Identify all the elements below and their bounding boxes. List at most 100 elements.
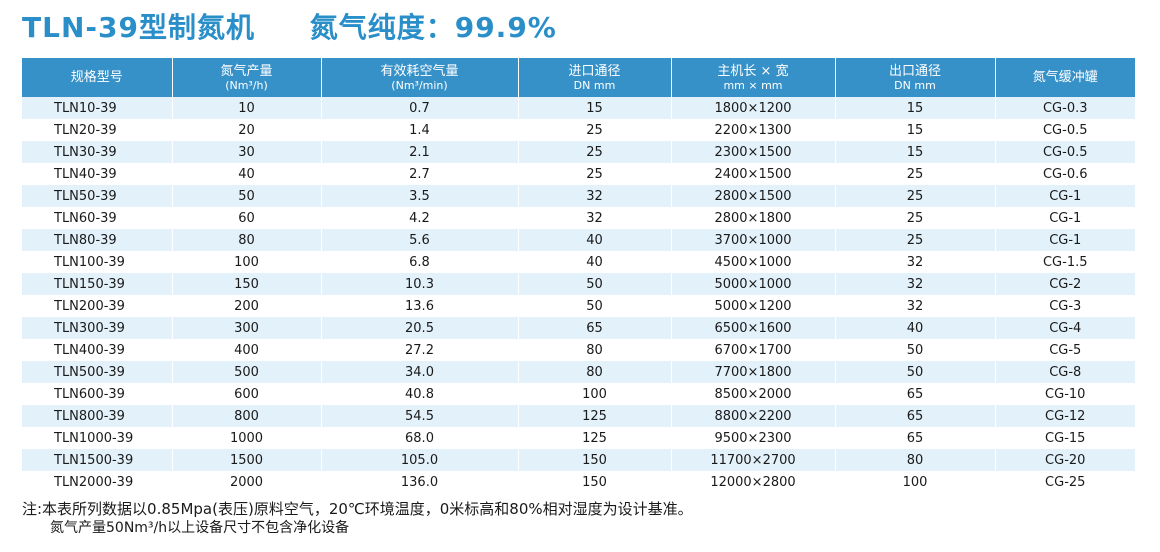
cell-outlet-diameter: 80 bbox=[834, 449, 995, 471]
cell-buffer-tank: CG-10 bbox=[994, 383, 1135, 405]
header-unit: (Nm³/h) bbox=[225, 78, 268, 92]
cell-air-consumption: 6.8 bbox=[320, 251, 518, 273]
cell-host-size: 2800×1800 bbox=[670, 207, 835, 229]
cell-model: TLN80-39 bbox=[22, 229, 172, 251]
purity-title: 氮气纯度：99.9% bbox=[309, 11, 557, 44]
cell-outlet-diameter: 15 bbox=[834, 97, 995, 119]
cell-buffer-tank: CG-1 bbox=[994, 207, 1135, 229]
cell-nitrogen-output: 10 bbox=[171, 97, 321, 119]
cell-host-size: 6700×1700 bbox=[670, 339, 835, 361]
spec-table-header: 规格型号 氮气产量 (Nm³/h) 有效耗空气量 (Nm³/min) 进口通径 DN mm 主… bbox=[22, 58, 1135, 97]
cell-model: TLN500-39 bbox=[22, 361, 172, 383]
cell-buffer-tank: CG-8 bbox=[994, 361, 1135, 383]
cell-nitrogen-output: 800 bbox=[171, 405, 321, 427]
cell-buffer-tank: CG-0.6 bbox=[994, 163, 1135, 185]
cell-air-consumption: 68.0 bbox=[320, 427, 518, 449]
cell-buffer-tank: CG-20 bbox=[994, 449, 1135, 471]
cell-model: TLN300-39 bbox=[22, 317, 172, 339]
cell-air-consumption: 27.2 bbox=[320, 339, 518, 361]
cell-inlet-diameter: 80 bbox=[517, 339, 671, 361]
cell-inlet-diameter: 25 bbox=[517, 141, 671, 163]
cell-host-size: 5000×1200 bbox=[670, 295, 835, 317]
cell-host-size: 2800×1500 bbox=[670, 185, 835, 207]
cell-host-size: 5000×1000 bbox=[670, 273, 835, 295]
cell-nitrogen-output: 150 bbox=[171, 273, 321, 295]
cell-buffer-tank: CG-0.3 bbox=[994, 97, 1135, 119]
header-label: 进口通径 bbox=[568, 63, 621, 79]
header-label: 主机长 × 宽 bbox=[717, 63, 789, 79]
cell-buffer-tank: CG-15 bbox=[994, 427, 1135, 449]
cell-host-size: 12000×2800 bbox=[670, 471, 835, 493]
header-label: 规格型号 bbox=[70, 70, 123, 85]
cell-host-size: 6500×1600 bbox=[670, 317, 835, 339]
cell-inlet-diameter: 80 bbox=[517, 361, 671, 383]
cell-air-consumption: 2.7 bbox=[320, 163, 518, 185]
note-line-1: 注:本表所列数据以0.85Mpa(表压)原料空气，20℃环境温度，0米标高和80… bbox=[22, 500, 693, 518]
model-title: TLN-39型制氮机 bbox=[22, 11, 255, 44]
cell-model: TLN100-39 bbox=[22, 251, 172, 273]
cell-model: TLN40-39 bbox=[22, 163, 172, 185]
cell-nitrogen-output: 100 bbox=[171, 251, 321, 273]
cell-outlet-diameter: 25 bbox=[834, 163, 995, 185]
cell-outlet-diameter: 50 bbox=[834, 361, 995, 383]
cell-host-size: 2300×1500 bbox=[670, 141, 835, 163]
cell-model: TLN600-39 bbox=[22, 383, 172, 405]
cell-nitrogen-output: 20 bbox=[171, 119, 321, 141]
cell-outlet-diameter: 65 bbox=[834, 383, 995, 405]
cell-host-size: 7700×1800 bbox=[670, 361, 835, 383]
cell-model: TLN50-39 bbox=[22, 185, 172, 207]
cell-nitrogen-output: 50 bbox=[171, 185, 321, 207]
cell-outlet-diameter: 65 bbox=[834, 405, 995, 427]
cell-inlet-diameter: 32 bbox=[517, 185, 671, 207]
cell-model: TLN10-39 bbox=[22, 97, 172, 119]
cell-host-size: 8500×2000 bbox=[670, 383, 835, 405]
table-row: TLN200-39 200 13.6 50 5000×1200 32 CG-3 bbox=[22, 295, 1135, 317]
cell-host-size: 8800×2200 bbox=[670, 405, 835, 427]
cell-nitrogen-output: 2000 bbox=[171, 471, 321, 493]
cell-inlet-diameter: 15 bbox=[517, 97, 671, 119]
table-row: TLN80-39 80 5.6 40 3700×1000 25 CG-1 bbox=[22, 229, 1135, 251]
cell-outlet-diameter: 32 bbox=[834, 273, 995, 295]
table-row: TLN800-39 800 54.5 125 8800×2200 65 CG-12 bbox=[22, 405, 1135, 427]
cell-air-consumption: 5.6 bbox=[320, 229, 518, 251]
cell-nitrogen-output: 500 bbox=[171, 361, 321, 383]
cell-outlet-diameter: 25 bbox=[834, 207, 995, 229]
table-row: TLN30-39 30 2.1 25 2300×1500 15 CG-0.5 bbox=[22, 141, 1135, 163]
cell-air-consumption: 54.5 bbox=[320, 405, 518, 427]
cell-inlet-diameter: 50 bbox=[517, 295, 671, 317]
cell-air-consumption: 136.0 bbox=[320, 471, 518, 493]
table-row: TLN40-39 40 2.7 25 2400×1500 25 CG-0.6 bbox=[22, 163, 1135, 185]
header-label: 出口通径 bbox=[888, 63, 941, 79]
cell-inlet-diameter: 32 bbox=[517, 207, 671, 229]
header-unit: DN mm bbox=[573, 78, 616, 92]
cell-buffer-tank: CG-0.5 bbox=[994, 141, 1135, 163]
table-row: TLN600-39 600 40.8 100 8500×2000 65 CG-10 bbox=[22, 383, 1135, 405]
cell-buffer-tank: CG-5 bbox=[994, 339, 1135, 361]
table-row: TLN20-39 20 1.4 25 2200×1300 15 CG-0.5 bbox=[22, 119, 1135, 141]
header-model: 规格型号 bbox=[22, 58, 172, 97]
table-row: TLN300-39 300 20.5 65 6500×1600 40 CG-4 bbox=[22, 317, 1135, 339]
header-label: 有效耗空气量 bbox=[380, 63, 459, 79]
cell-outlet-diameter: 32 bbox=[834, 251, 995, 273]
cell-buffer-tank: CG-4 bbox=[994, 317, 1135, 339]
cell-nitrogen-output: 200 bbox=[171, 295, 321, 317]
note-line-2: 氮气产量50Nm³/h以上设备尺寸不包含净化设备 bbox=[50, 520, 350, 536]
cell-inlet-diameter: 40 bbox=[517, 229, 671, 251]
cell-air-consumption: 3.5 bbox=[320, 185, 518, 207]
table-row: TLN1500-39 1500 105.0 150 11700×2700 80 CG-20 bbox=[22, 449, 1135, 471]
cell-air-consumption: 13.6 bbox=[320, 295, 518, 317]
cell-inlet-diameter: 125 bbox=[517, 405, 671, 427]
cell-buffer-tank: CG-1 bbox=[994, 185, 1135, 207]
cell-inlet-diameter: 100 bbox=[517, 383, 671, 405]
cell-air-consumption: 0.7 bbox=[320, 97, 518, 119]
cell-model: TLN800-39 bbox=[22, 405, 172, 427]
cell-outlet-diameter: 25 bbox=[834, 185, 995, 207]
table-row: TLN60-39 60 4.2 32 2800×1800 25 CG-1 bbox=[22, 207, 1135, 229]
header-nitrogen-output: 氮气产量 (Nm³/h) bbox=[171, 58, 321, 97]
cell-nitrogen-output: 1500 bbox=[171, 449, 321, 471]
table-row: TLN10-39 10 0.7 15 1800×1200 15 CG-0.3 bbox=[22, 97, 1135, 119]
cell-model: TLN20-39 bbox=[22, 119, 172, 141]
header-inlet-diameter: 进口通径 DN mm bbox=[517, 58, 671, 97]
cell-nitrogen-output: 300 bbox=[171, 317, 321, 339]
table-row: TLN500-39 500 34.0 80 7700×1800 50 CG-8 bbox=[22, 361, 1135, 383]
